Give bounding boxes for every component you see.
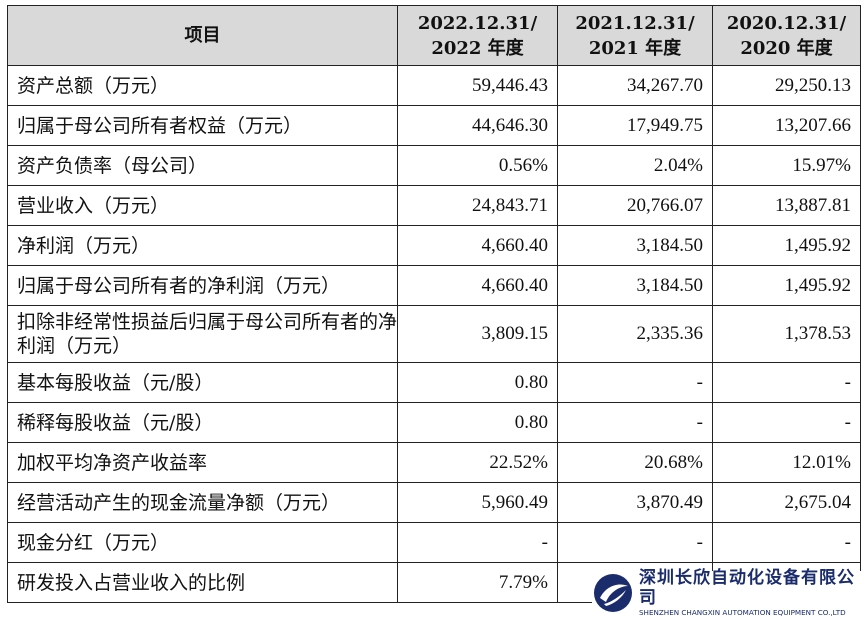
header-period-2022: 2022.12.31/ 2022 年度 (397, 5, 558, 66)
table-row: 资产负债率（母公司） 0.56% 2.04% 15.97% (7, 145, 861, 186)
cell-2022: 3,809.15 (397, 305, 558, 363)
cell-2020: - (712, 402, 861, 443)
row-label: 归属于母公司所有者的净利润（万元） (7, 265, 398, 306)
table-row: 基本每股收益（元/股） 0.80 - - (7, 362, 861, 403)
cell-2021: 20,766.07 (557, 185, 713, 226)
cell-2021: 20.68% (557, 442, 713, 483)
cell-2020: 13,887.81 (712, 185, 861, 226)
row-label: 资产总额（万元） (7, 65, 398, 106)
cell-2021: - (557, 402, 713, 443)
row-label: 资产负债率（母公司） (7, 145, 398, 186)
cell-2022: 7.79% (397, 562, 558, 603)
cell-2020: 1,378.53 (712, 305, 861, 363)
header-period-year: 2020 年度 (740, 37, 833, 59)
table-row: 归属于母公司所有者权益（万元） 44,646.30 17,949.75 13,2… (7, 105, 861, 146)
cell-2020: 12.01% (712, 442, 861, 483)
table-row: 稀释每股收益（元/股） 0.80 - - (7, 402, 861, 443)
row-label: 归属于母公司所有者权益（万元） (7, 105, 398, 146)
company-name-cn: 深圳长欣自动化设备有限公司 (639, 567, 855, 608)
company-logo-text: 深圳长欣自动化设备有限公司 SHENZHEN CHANGXIN AUTOMATI… (639, 568, 864, 618)
table-row: 经营活动产生的现金流量净额（万元） 5,960.49 3,870.49 2,67… (7, 482, 861, 523)
cell-2021: 2,335.36 (557, 305, 713, 363)
cell-2020: 15.97% (712, 145, 861, 186)
table-row: 扣除非经常性损益后归属于母公司所有者的净利润（万元） 3,809.15 2,33… (7, 305, 861, 363)
cell-2020: - (712, 522, 861, 563)
cell-2021: - (557, 362, 713, 403)
table-row: 净利润（万元） 4,660.40 3,184.50 1,495.92 (7, 225, 861, 266)
header-period-year: 2021 年度 (588, 37, 682, 59)
cell-2020: - (712, 362, 861, 403)
row-label: 净利润（万元） (7, 225, 398, 266)
cell-2021: 3,184.50 (557, 225, 713, 266)
table-body: 资产总额（万元） 59,446.43 34,267.70 29,250.13 归… (7, 65, 861, 603)
financial-indicators-table: 项目 2022.12.31/ 2022 年度 2021.12.31/ 2021 … (7, 5, 861, 603)
header-period-year: 2022 年度 (431, 37, 524, 59)
cell-2021: 34,267.70 (557, 65, 713, 106)
table-header-row: 项目 2022.12.31/ 2022 年度 2021.12.31/ 2021 … (7, 5, 861, 66)
header-item: 项目 (7, 5, 398, 66)
cell-2020: 13,207.66 (712, 105, 861, 146)
table-row: 加权平均净资产收益率 22.52% 20.68% 12.01% (7, 442, 861, 483)
cell-2022: 4,660.40 (397, 265, 558, 306)
cell-2022: - (397, 522, 558, 563)
header-period-date: 2020.12.31/ (726, 12, 847, 34)
header-period-date: 2022.12.31/ (417, 12, 538, 34)
cell-2022: 59,446.43 (397, 65, 558, 106)
company-logo-icon (594, 573, 632, 612)
cell-2022: 0.80 (397, 402, 558, 443)
cell-2022: 0.80 (397, 362, 558, 403)
cell-2020: 1,495.92 (712, 265, 861, 306)
row-label: 基本每股收益（元/股） (7, 362, 398, 403)
cell-2020: 1,495.92 (712, 225, 861, 266)
cell-2021: 3,184.50 (557, 265, 713, 306)
table-row: 现金分红（万元） - - - (7, 522, 861, 563)
row-label: 经营活动产生的现金流量净额（万元） (7, 482, 398, 523)
company-logo: 深圳长欣自动化设备有限公司 SHENZHEN CHANGXIN AUTOMATI… (592, 568, 864, 617)
cell-2021: 2.04% (557, 145, 713, 186)
cell-2022: 5,960.49 (397, 482, 558, 523)
cell-2022: 22.52% (397, 442, 558, 483)
header-period-date: 2021.12.31/ (575, 12, 695, 34)
cell-2021: 3,870.49 (557, 482, 713, 523)
table-row: 归属于母公司所有者的净利润（万元） 4,660.40 3,184.50 1,49… (7, 265, 861, 306)
row-label: 稀释每股收益（元/股） (7, 402, 398, 443)
cell-2021: - (557, 522, 713, 563)
row-label: 加权平均净资产收益率 (7, 442, 398, 483)
cell-2022: 0.56% (397, 145, 558, 186)
cell-2020: 2,675.04 (712, 482, 861, 523)
row-label: 营业收入（万元） (7, 185, 398, 226)
cell-2022: 4,660.40 (397, 225, 558, 266)
table-row: 资产总额（万元） 59,446.43 34,267.70 29,250.13 (7, 65, 861, 106)
cell-2022: 44,646.30 (397, 105, 558, 146)
cell-2021: 17,949.75 (557, 105, 713, 146)
table-row: 营业收入（万元） 24,843.71 20,766.07 13,887.81 (7, 185, 861, 226)
header-period-2020: 2020.12.31/ 2020 年度 (712, 5, 861, 66)
cell-2022: 24,843.71 (397, 185, 558, 226)
row-label: 现金分红（万元） (7, 522, 398, 563)
header-period-2021: 2021.12.31/ 2021 年度 (557, 5, 713, 66)
company-name-en: SHENZHEN CHANGXIN AUTOMATION EQUIPMENT C… (639, 607, 846, 617)
cell-2020: 29,250.13 (712, 65, 861, 106)
row-label: 研发投入占营业收入的比例 (7, 562, 398, 603)
row-label: 扣除非经常性损益后归属于母公司所有者的净利润（万元） (7, 305, 398, 363)
